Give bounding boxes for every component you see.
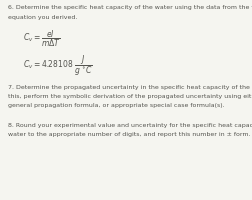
Text: 6. Determine the specific heat capacity of the water using the data from the vid: 6. Determine the specific heat capacity …	[8, 5, 252, 10]
Text: $C_v = 4.28108\ \dfrac{J}{g\,{^\circ}\!C}$: $C_v = 4.28108\ \dfrac{J}{g\,{^\circ}\!C…	[23, 54, 92, 78]
Text: this, perform the symbolic derivation of the propagated uncertainty using either: this, perform the symbolic derivation of…	[8, 94, 252, 99]
Text: water to the appropriate number of digits, and report this number in ± form.: water to the appropriate number of digit…	[8, 132, 250, 137]
Text: 8. Round your experimental value and uncertainty for the specific heat capacity : 8. Round your experimental value and unc…	[8, 123, 252, 128]
Text: general propagation formula, or appropriate special case formula(s).: general propagation formula, or appropri…	[8, 103, 224, 108]
Text: $C_v = \dfrac{eI}{m\Delta T}$: $C_v = \dfrac{eI}{m\Delta T}$	[23, 29, 60, 49]
Text: 7. Determine the propagated uncertainty in the specific heat capacity of the wat: 7. Determine the propagated uncertainty …	[8, 85, 252, 90]
Text: equation you derived.: equation you derived.	[8, 15, 77, 20]
